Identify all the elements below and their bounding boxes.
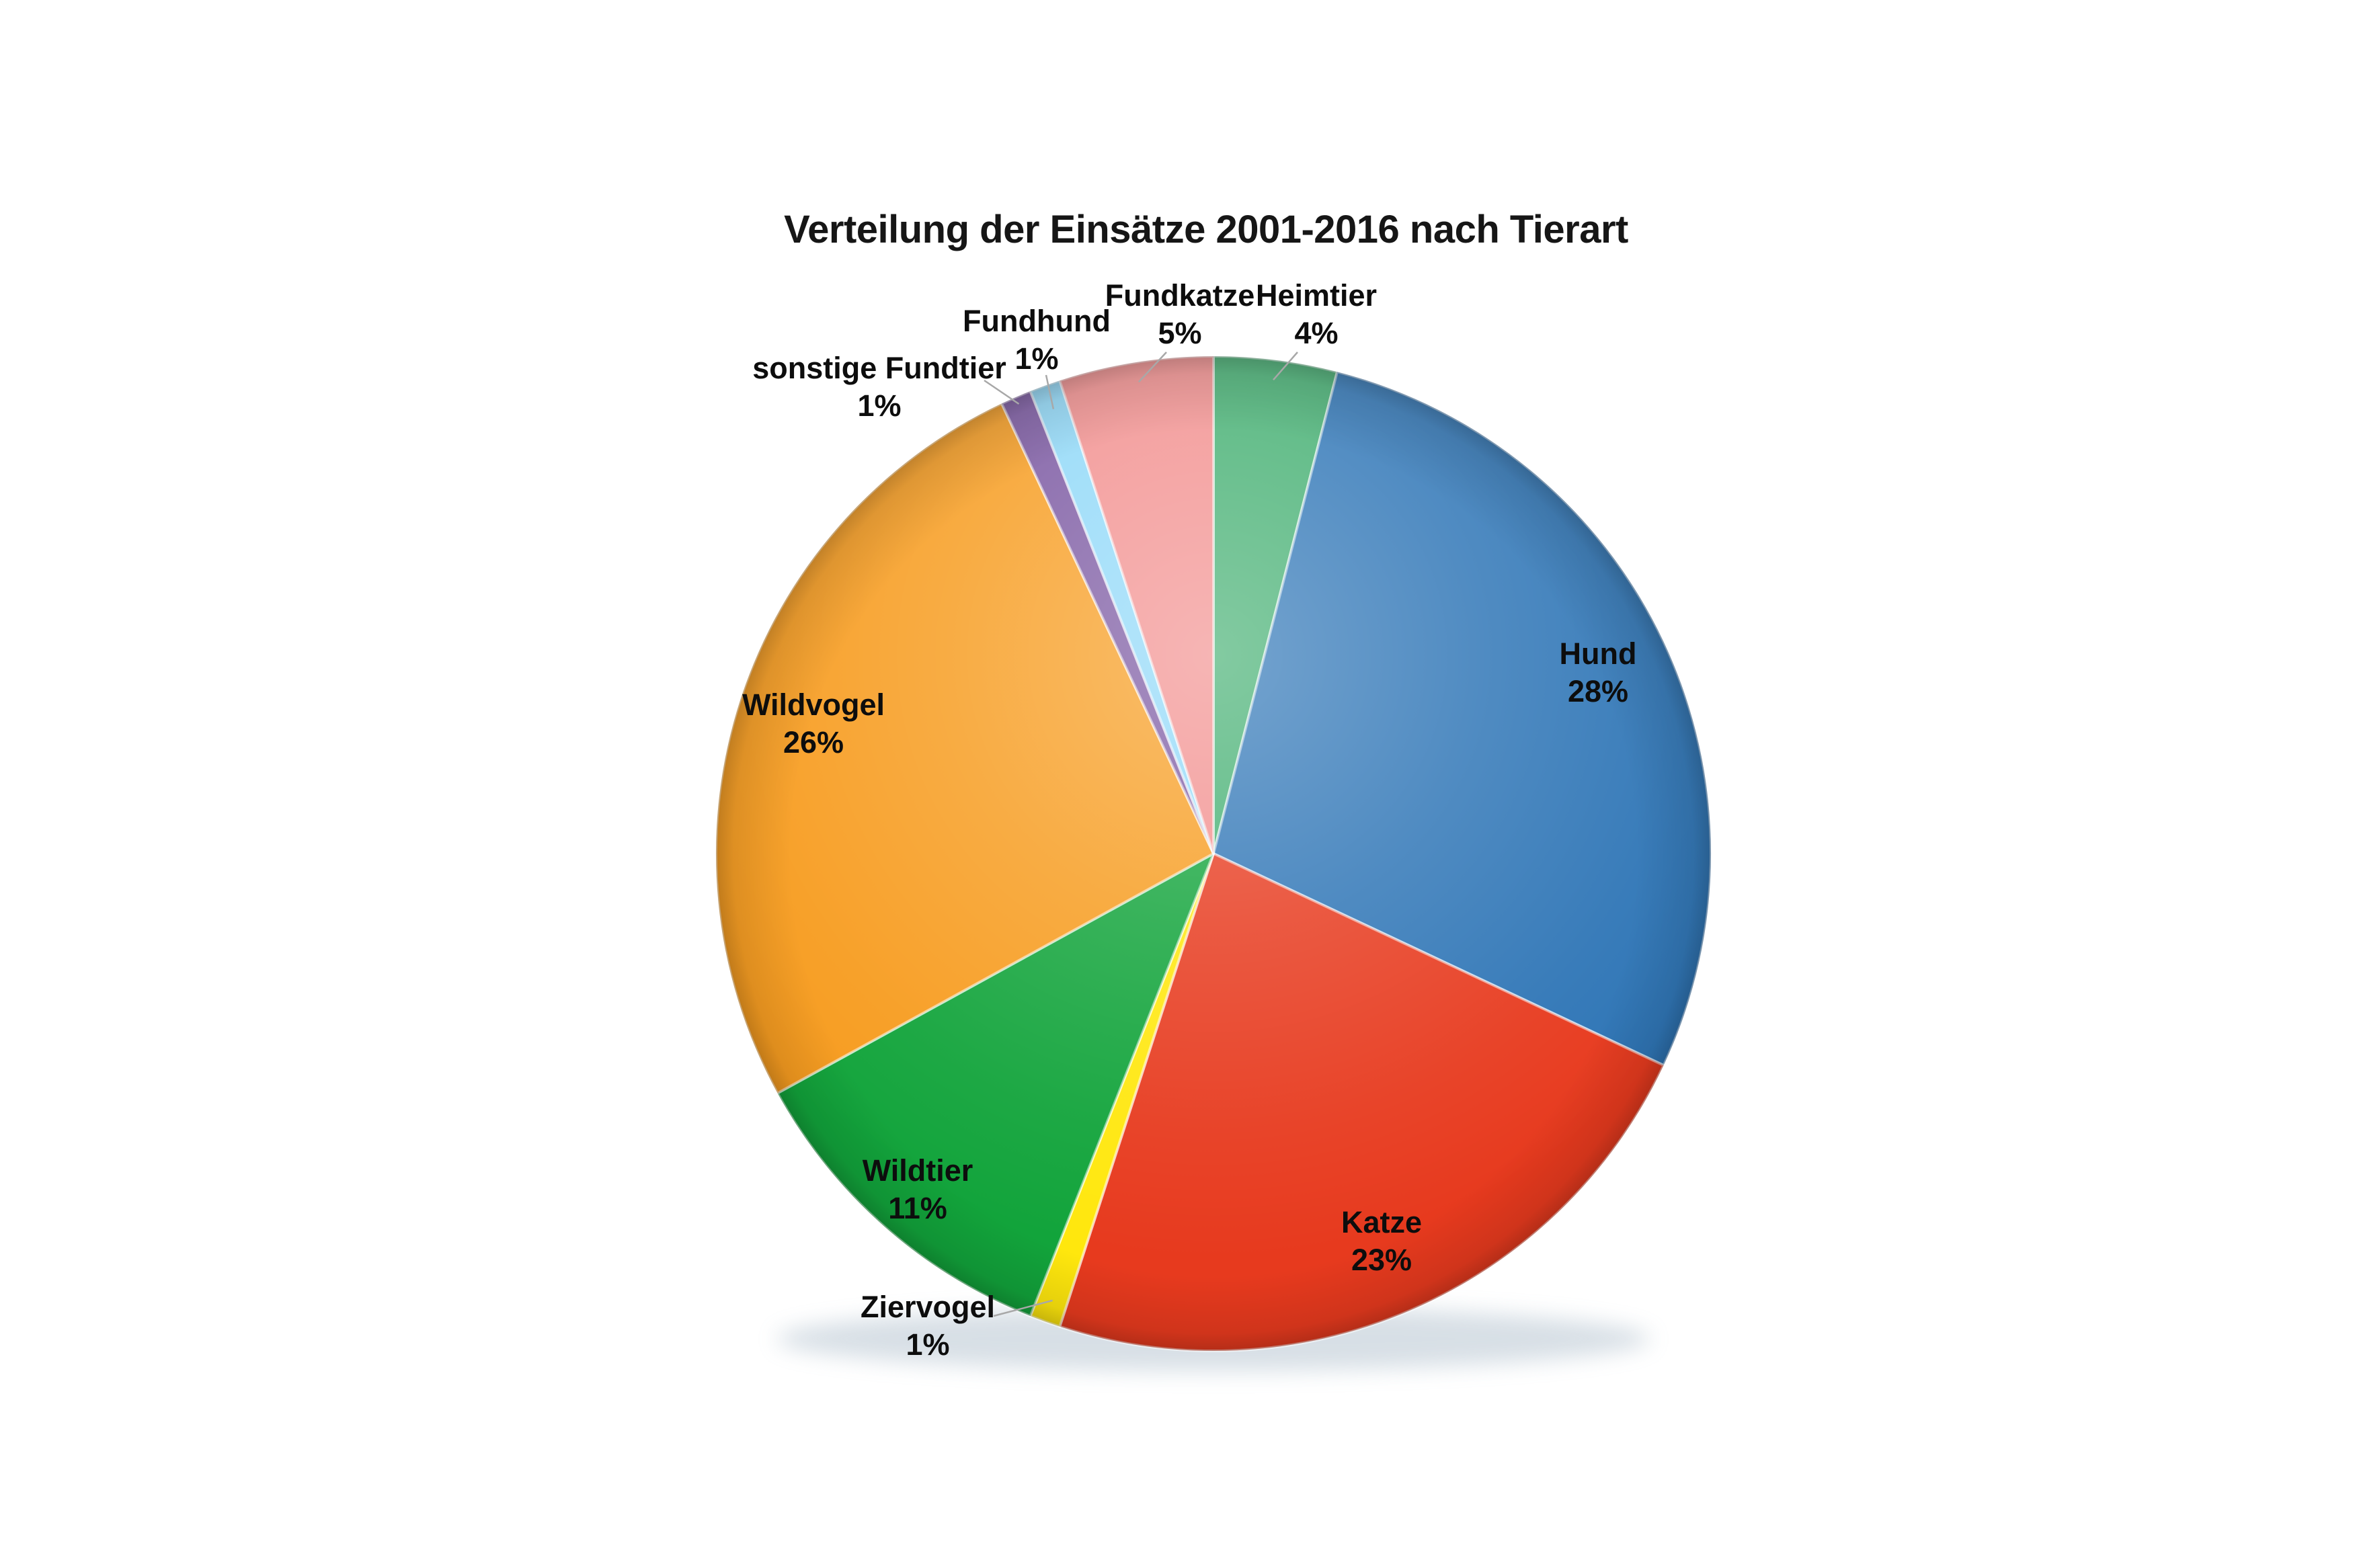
leader-line-sonstige-fundtier: [984, 379, 1020, 405]
chart-title: Verteilung der Einsätze 2001-2016 nach T…: [784, 208, 1628, 251]
leader-line-ziervogel: [993, 1299, 1053, 1317]
leader-line-heimtier: [1273, 352, 1298, 381]
leader-lines: [984, 352, 1298, 1317]
leader-line-fundhund: [1045, 374, 1055, 409]
leader-line-fundkatze: [1138, 352, 1167, 383]
pie-slices: [715, 354, 1712, 1352]
